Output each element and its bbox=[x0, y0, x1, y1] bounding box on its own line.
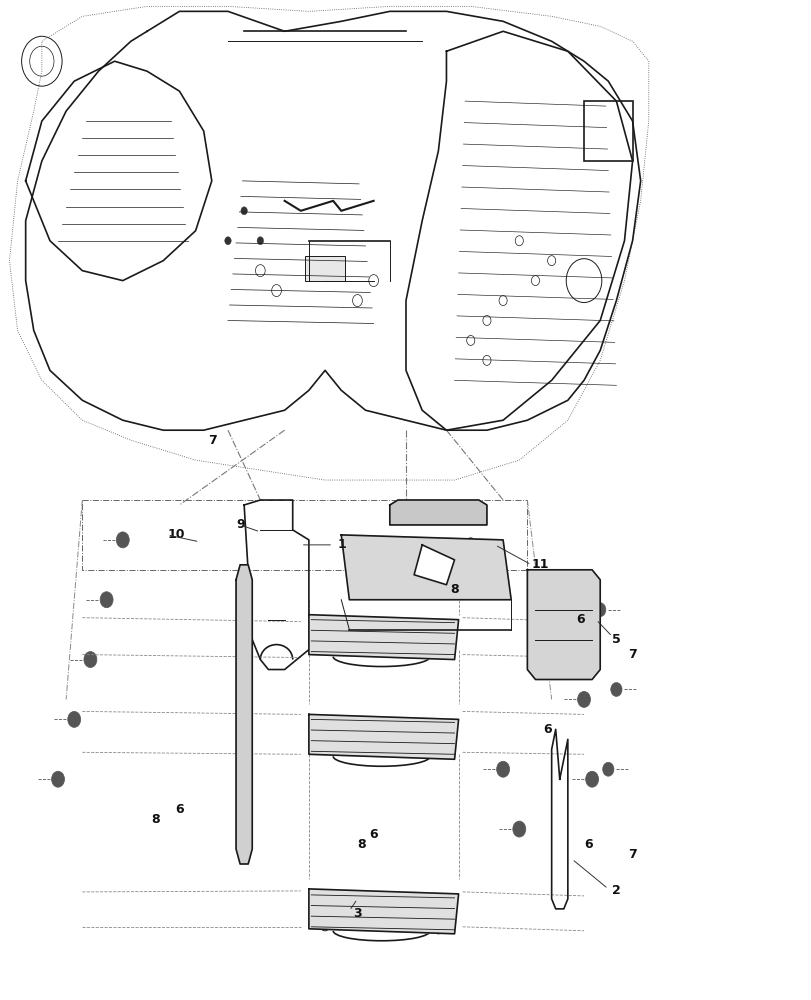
Circle shape bbox=[577, 691, 590, 707]
Text: 3: 3 bbox=[353, 907, 362, 920]
Circle shape bbox=[594, 603, 605, 617]
Text: 6: 6 bbox=[583, 838, 592, 851]
Circle shape bbox=[51, 771, 64, 787]
Text: 6: 6 bbox=[543, 723, 551, 736]
Polygon shape bbox=[308, 889, 458, 934]
Circle shape bbox=[560, 612, 573, 628]
Polygon shape bbox=[308, 714, 458, 759]
Circle shape bbox=[602, 762, 613, 776]
Text: 6: 6 bbox=[575, 613, 584, 626]
Polygon shape bbox=[308, 615, 458, 660]
Polygon shape bbox=[389, 500, 487, 525]
Text: 11: 11 bbox=[530, 558, 548, 571]
Circle shape bbox=[241, 207, 247, 215]
Circle shape bbox=[116, 532, 129, 548]
Text: 8: 8 bbox=[357, 838, 366, 851]
Circle shape bbox=[100, 592, 113, 608]
Circle shape bbox=[610, 682, 621, 696]
Text: 7: 7 bbox=[628, 648, 637, 661]
Text: 9: 9 bbox=[236, 518, 244, 531]
Circle shape bbox=[496, 761, 509, 777]
Circle shape bbox=[257, 237, 264, 245]
Polygon shape bbox=[236, 565, 252, 864]
Polygon shape bbox=[526, 570, 599, 680]
Circle shape bbox=[225, 237, 231, 245]
Polygon shape bbox=[414, 545, 454, 585]
Text: 8: 8 bbox=[151, 813, 160, 826]
Text: 7: 7 bbox=[208, 434, 217, 447]
Text: 6: 6 bbox=[175, 803, 184, 816]
Text: 10: 10 bbox=[167, 528, 185, 541]
Circle shape bbox=[84, 652, 97, 668]
Text: 4: 4 bbox=[434, 573, 443, 586]
Text: 1: 1 bbox=[337, 538, 345, 551]
Bar bbox=[304, 256, 345, 281]
Text: 7: 7 bbox=[628, 848, 637, 861]
Text: 8: 8 bbox=[450, 583, 458, 596]
Text: 6: 6 bbox=[369, 828, 378, 841]
Circle shape bbox=[585, 771, 598, 787]
Circle shape bbox=[513, 821, 525, 837]
Circle shape bbox=[67, 711, 80, 727]
Text: 5: 5 bbox=[611, 633, 620, 646]
Polygon shape bbox=[341, 535, 511, 600]
Text: 2: 2 bbox=[611, 884, 620, 897]
